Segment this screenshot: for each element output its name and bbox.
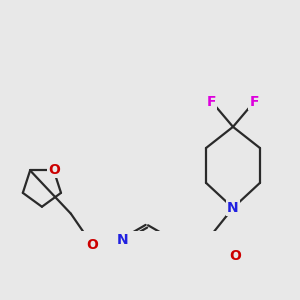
Text: N: N <box>117 233 129 247</box>
Text: F: F <box>250 95 259 109</box>
Text: O: O <box>48 164 60 177</box>
Text: O: O <box>86 238 98 252</box>
Text: N: N <box>227 201 239 215</box>
Text: F: F <box>207 95 217 109</box>
Text: O: O <box>229 249 241 263</box>
